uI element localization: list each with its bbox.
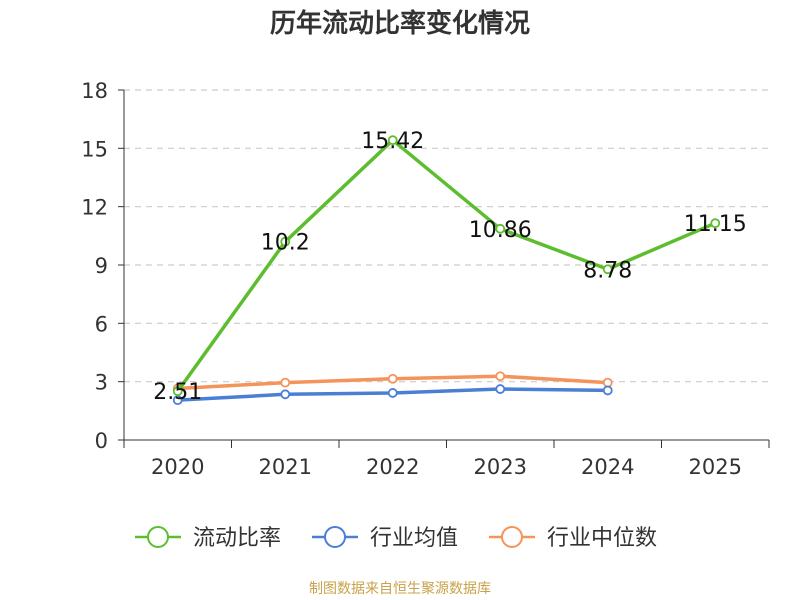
axes: 0 3 6 9 12 15 18 2020 2021 2022 2023 2024 2025 (81, 79, 770, 479)
data-point (387, 373, 398, 384)
x-tick-label: 2020 (151, 455, 204, 479)
data-point (495, 371, 506, 382)
y-tick-label: 12 (81, 196, 108, 220)
chart-title: 历年流动比率变化情况 (269, 9, 530, 39)
y-tick-label: 15 (81, 137, 108, 161)
y-tick-label: 18 (81, 79, 108, 103)
legend-label: 行业中位数 (547, 526, 657, 551)
data-label: 2.51 (153, 380, 202, 405)
data-label: 15.42 (361, 129, 424, 154)
data-point (387, 388, 398, 398)
data-labels: 2.51 10.2 15.42 10.86 8.78 11.15 (153, 129, 746, 405)
series-line (176, 138, 716, 393)
x-tick-label: 2025 (689, 455, 742, 479)
data-point (280, 389, 291, 400)
legend-label: 行业均值 (370, 526, 458, 551)
y-tick-label: 6 (95, 312, 108, 336)
x-tick-label: 2024 (581, 455, 634, 479)
data-label: 10.2 (261, 231, 310, 256)
series-lines (172, 135, 721, 406)
data-point (602, 264, 613, 275)
data-point (280, 236, 291, 247)
x-tick-label: 2021 (259, 455, 312, 479)
x-tick-label: 2023 (474, 455, 527, 479)
data-label: 10.86 (469, 218, 532, 243)
x-tick-label: 2022 (366, 455, 419, 479)
data-label: 11.15 (684, 212, 747, 237)
legend-marker (147, 526, 169, 548)
grid-lines (124, 89, 769, 383)
data-point (387, 135, 398, 146)
y-tick-label: 9 (95, 254, 108, 278)
data-label: 8.78 (583, 258, 632, 283)
data-point (495, 223, 506, 234)
legend-marker (501, 526, 523, 548)
data-point (710, 218, 721, 229)
legend-label: 流动比率 (193, 526, 281, 551)
data-point (172, 395, 183, 406)
source-note: 制图数据来自恒生聚源数据库 (309, 581, 491, 597)
data-point (602, 385, 613, 396)
legend: 流动比率 行业均值 行业中位数 (135, 526, 657, 551)
data-point (280, 377, 291, 388)
data-point (495, 384, 506, 394)
data-point (602, 377, 613, 388)
y-tick-label: 0 (95, 429, 108, 453)
y-tick-label: 3 (95, 371, 108, 395)
legend-marker (324, 526, 346, 548)
data-point (172, 386, 183, 397)
